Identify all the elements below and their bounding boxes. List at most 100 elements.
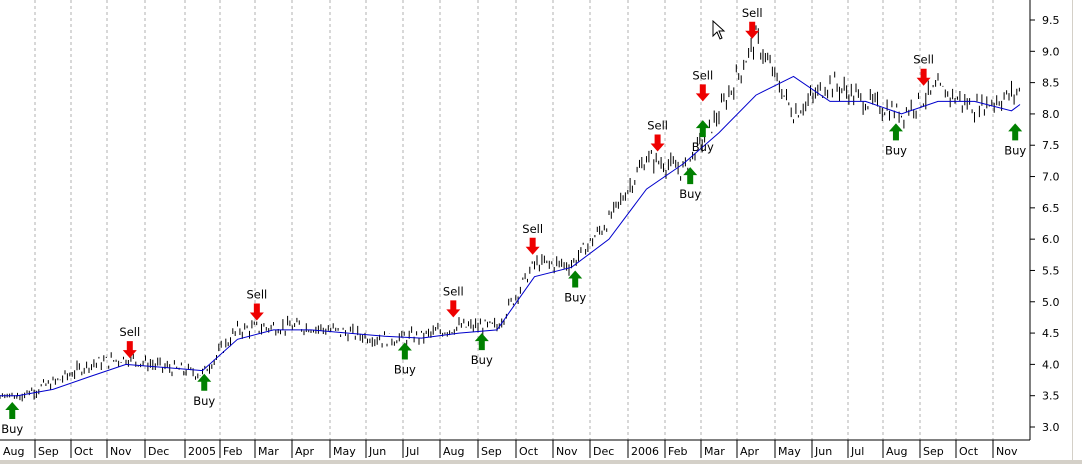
x-tick-label: Dec: [593, 445, 614, 458]
y-tick-label: 8.5: [1042, 77, 1060, 90]
x-tick-label: 2005: [188, 445, 216, 458]
x-tick-label: Feb: [668, 445, 687, 458]
buy-signal: Buy: [679, 167, 701, 201]
buy-signal: Buy: [692, 120, 714, 154]
price-series: [0, 25, 1020, 402]
status-bar: [0, 460, 1082, 464]
x-tick-label: Apr: [295, 445, 315, 458]
buy-signal: Buy: [1004, 123, 1026, 157]
buy-arrow-icon: [683, 167, 698, 185]
buy-label: Buy: [692, 140, 714, 154]
x-tick-label: Oct: [959, 445, 979, 458]
sell-label: Sell: [246, 288, 267, 302]
sell-arrow-icon: [650, 134, 665, 152]
buy-label: Buy: [394, 362, 416, 376]
buy-label: Buy: [885, 143, 907, 157]
sell-label: Sell: [443, 284, 464, 298]
buy-arrow-icon: [5, 401, 20, 419]
buy-arrow-icon: [474, 333, 489, 351]
x-tick-label: Apr: [740, 445, 760, 458]
buy-arrow-icon: [568, 270, 583, 288]
y-tick-label: 8.0: [1042, 108, 1060, 121]
x-tick-label: Sep: [481, 445, 502, 458]
sell-arrow-icon: [745, 21, 760, 39]
x-tick-label: Oct: [74, 445, 94, 458]
price-bars: [0, 25, 1020, 402]
y-tick-label: 4.0: [1042, 358, 1060, 371]
sell-signal: Sell: [119, 325, 140, 359]
buy-arrow-icon: [197, 373, 212, 391]
sell-arrow-icon: [695, 84, 710, 102]
buy-signal: Buy: [394, 342, 416, 376]
buy-signal: Buy: [1, 401, 23, 436]
y-tick-label: 5.5: [1042, 264, 1060, 277]
y-tick-label: 9.0: [1042, 45, 1060, 58]
signals: Buy Sell Buy Sell Buy Sell Buy Sell Buy Sell Buy Se…: [1, 6, 1026, 436]
mouse-pointer-icon: [712, 20, 726, 40]
y-tick-label: 5.0: [1042, 296, 1060, 309]
x-tick-label: May: [778, 445, 801, 458]
sell-arrow-icon: [916, 68, 931, 86]
x-tick-label: Nov: [110, 445, 132, 458]
x-tick-label: Jun: [814, 445, 832, 458]
y-tick-label: 4.5: [1042, 327, 1060, 340]
buy-signal: Buy: [885, 123, 907, 157]
x-tick-label: Aug: [886, 445, 907, 458]
sell-signal: Sell: [692, 68, 713, 102]
sell-arrow-icon: [122, 341, 137, 359]
x-axis: Aug Sep Oct Nov Dec 2005 Feb Mar Apr May Jun Jul Aug…: [0, 439, 1030, 458]
y-tick-label: 3.0: [1042, 421, 1060, 434]
sell-arrow-icon: [525, 237, 540, 255]
x-tick-label: Jul: [405, 445, 419, 458]
y-tick-label: 7.0: [1042, 171, 1060, 184]
y-tick-label: 7.5: [1042, 139, 1060, 152]
sell-signal: Sell: [742, 6, 763, 39]
y-tick-label: 6.5: [1042, 202, 1060, 215]
buy-label: Buy: [679, 187, 701, 201]
buy-label: Buy: [1, 422, 23, 436]
y-tick-label: 9.5: [1042, 14, 1060, 27]
sell-label: Sell: [522, 222, 543, 236]
x-tick-label: Sep: [38, 445, 59, 458]
x-tick-label: Nov: [556, 445, 578, 458]
x-tick-label: Feb: [223, 445, 242, 458]
x-tick-label: Oct: [519, 445, 539, 458]
buy-signal: Buy: [471, 333, 493, 367]
sell-label: Sell: [692, 68, 713, 82]
sell-arrow-icon: [446, 300, 461, 318]
sell-label: Sell: [647, 118, 668, 132]
sell-arrow-icon: [249, 303, 264, 321]
buy-label: Buy: [564, 290, 586, 304]
buy-arrow-icon: [1008, 123, 1023, 141]
x-tick-label: Mar: [704, 445, 725, 458]
buy-label: Buy: [471, 353, 493, 367]
right-scroll-area: [1072, 0, 1082, 460]
y-tick-label: 3.5: [1042, 390, 1060, 403]
x-tick-label: 2006: [631, 445, 659, 458]
average-line: [0, 75, 1021, 397]
x-tick-label: Sep: [923, 445, 944, 458]
sell-label: Sell: [913, 53, 934, 67]
buy-label: Buy: [1004, 143, 1026, 157]
buy-arrow-icon: [397, 342, 412, 360]
x-tick-label: Jun: [368, 445, 386, 458]
sell-signal: Sell: [913, 53, 934, 86]
x-tick-label: Nov: [996, 445, 1018, 458]
x-tick-label: Jul: [850, 445, 864, 458]
sell-signal: Sell: [246, 288, 267, 321]
buy-label: Buy: [193, 394, 215, 408]
x-tick-label: Mar: [258, 445, 279, 458]
sell-signal: Sell: [522, 222, 543, 255]
x-tick-label: May: [333, 445, 356, 458]
sell-label: Sell: [742, 6, 763, 20]
buy-arrow-icon: [695, 120, 710, 138]
grid-lines: [34, 0, 994, 440]
buy-arrow-icon: [888, 123, 903, 141]
buy-signal: Buy: [193, 373, 215, 408]
buy-signal: Buy: [564, 270, 586, 304]
average-series: [0, 75, 1021, 397]
x-tick-label: Aug: [3, 445, 24, 458]
sell-signal: Sell: [443, 284, 464, 318]
y-axis: 9.5 9.0 8.5 8.0 7.5 7.0 6.5 6.0 5.5 5.0 4.5 4.0 3.5 3…: [1029, 0, 1060, 440]
